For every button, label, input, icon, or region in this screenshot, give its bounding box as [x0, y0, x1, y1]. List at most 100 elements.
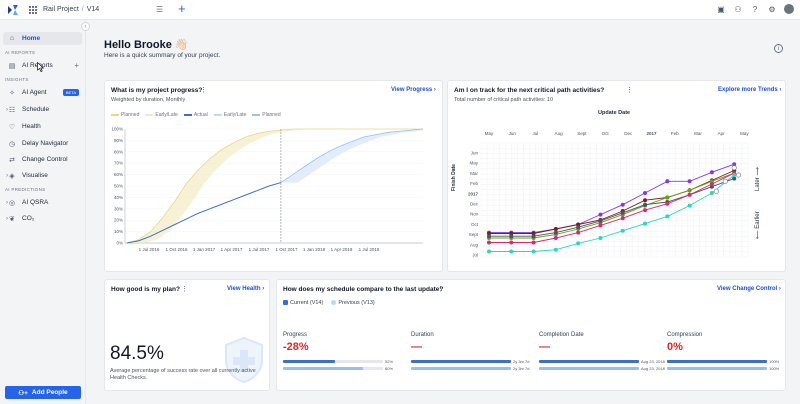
bar-fill — [539, 367, 639, 370]
app-logo-icon[interactable] — [7, 4, 19, 16]
legend-planned[interactable]: Planned — [111, 112, 139, 118]
previous-bar — [539, 367, 639, 370]
critical-y-tick: Aug — [470, 242, 479, 247]
chevron-right-icon[interactable]: › — [6, 106, 8, 113]
critical-point — [709, 191, 714, 195]
critical-point — [620, 210, 625, 215]
planned-early-late-band — [127, 129, 423, 243]
critical-series-line-5 — [489, 174, 735, 252]
legend-early-late[interactable]: Early/Late — [145, 112, 178, 118]
critical-y-tick: Sept — [469, 232, 479, 237]
progress-card-title: What is my project progress? — [111, 87, 203, 94]
home-icon: ⌂ — [9, 35, 15, 42]
section-insights: INSIGHTS — [5, 77, 29, 82]
settings-icon[interactable]: ⚙ — [768, 4, 776, 14]
chevron-right-icon[interactable]: › — [6, 172, 8, 179]
metric-label: Duration — [411, 332, 434, 338]
view-health-link[interactable]: View Health › — [227, 286, 265, 292]
critical-y-tick: 2017 — [468, 191, 479, 196]
critical-path-chart[interactable]: May Jun Jul Aug Sept Oct Dec 2017 Feb Mar Apr May Ju… — [448, 123, 785, 269]
critical-point — [553, 227, 558, 231]
sidebar-item-label: Change Control — [22, 156, 68, 163]
sparkle-icon: ✧ — [9, 89, 15, 97]
critical-point — [553, 236, 558, 240]
earlier-label: ⟵ Earlier — [755, 211, 761, 239]
breadcrumb[interactable]: Rail Project / V14 — [43, 6, 99, 13]
legend-planned-2[interactable]: Planned — [252, 112, 281, 118]
report-icon: ▤ — [8, 62, 16, 70]
critical-y-tick: Dec — [470, 202, 479, 207]
filter-icon[interactable]: ☰ — [156, 5, 164, 14]
progress-y-tick: 90% — [114, 138, 123, 143]
current-bar — [283, 360, 383, 363]
sidebar-item-co2[interactable]: › ❦ CO₂ — [3, 212, 82, 225]
view-change-control-link[interactable]: View Change Control › — [717, 286, 781, 292]
sidebar-item-label: AI QSRA — [22, 199, 49, 206]
project-name[interactable]: Rail Project — [43, 6, 79, 13]
sidebar-item-health[interactable]: ♡ Health — [3, 120, 82, 133]
sidebar-item-label: Delay Navigator — [22, 140, 69, 147]
sidebar-item-home[interactable]: ⌂ Home — [3, 32, 82, 45]
critical-x-tick: Apr — [718, 131, 726, 136]
more-options-icon[interactable]: ⋮ — [626, 87, 633, 94]
chevron-right-icon[interactable]: › — [6, 215, 8, 222]
apps-grid-icon[interactable] — [29, 5, 37, 14]
critical-forecast-marker — [722, 178, 728, 184]
add-people-button[interactable]: ⚇+ Add People — [5, 386, 81, 399]
progress-legend: Planned Early/Late Actual Early/Late Pla… — [111, 112, 281, 118]
progress-y-tick: 60% — [114, 172, 123, 177]
view-change-control-label: View Change Control — [717, 286, 778, 292]
critical-point — [643, 202, 648, 207]
progress-x-tick: 1 Jan 2018 — [303, 247, 326, 252]
sidebar-item-ai-qsra[interactable]: › ◎ AI QSRA — [3, 196, 82, 209]
version-name[interactable]: V14 — [86, 6, 100, 13]
metric-value: — — [411, 341, 422, 353]
bar-fill — [283, 360, 335, 363]
legend-early-late-2[interactable]: Early/Late — [213, 112, 246, 118]
sidebar-item-label: Visualise — [22, 172, 48, 179]
progress-chart[interactable]: 0% 10% 20% 30% 40% 50% 60% 70% 80% 90% 100% 1 Jul 2… — [105, 123, 442, 269]
view-progress-link[interactable]: View Progress › — [391, 87, 436, 93]
bar-value-label: 100% — [769, 359, 780, 364]
sidebar-item-ai-agent[interactable]: ✧ AI Agent BETA — [3, 86, 82, 99]
critical-point — [553, 247, 558, 252]
critical-point — [732, 173, 737, 177]
compare-card-title: How does my schedule compare to the last… — [283, 286, 444, 293]
previous-bar — [283, 367, 383, 370]
collapse-sidebar-icon[interactable]: ‹ — [81, 22, 90, 31]
more-options-icon[interactable]: ⋮ — [437, 286, 444, 293]
critical-card-title: Am I on track for the next critical path… — [454, 87, 605, 94]
critical-point — [665, 214, 670, 219]
add-tab-icon[interactable]: + — [178, 1, 186, 16]
chevron-right-icon[interactable]: › — [6, 199, 8, 206]
visualise-icon: ◈ — [9, 172, 15, 180]
info-icon[interactable]: i — [774, 44, 783, 53]
user-avatar[interactable] — [784, 4, 794, 14]
sidebar-item-change-control[interactable]: ⇄ Change Control — [3, 153, 82, 166]
legend-previous[interactable]: Previous (V13) — [331, 300, 375, 306]
critical-point — [709, 182, 714, 186]
legend-actual[interactable]: Actual — [183, 112, 208, 118]
sidebar-item-delay-navigator[interactable]: ◷ Delay Navigator — [3, 137, 82, 150]
critical-card-subtitle: Total number of critical path activities… — [454, 97, 554, 103]
bar-value-label: Aug 23, 2018 — [641, 366, 665, 371]
sidebar-item-visualise[interactable]: › ◈ Visualise — [3, 169, 82, 182]
progress-x-tick: 1 Jul 2017 — [249, 247, 270, 252]
legend-current[interactable]: Current (V14) — [283, 300, 323, 306]
leaf-icon: ❦ — [9, 215, 15, 223]
page-title: Hello Brooke 👋🏻 — [104, 39, 189, 51]
bar-fill — [667, 360, 767, 363]
more-options-icon[interactable]: ⋮ — [181, 286, 188, 293]
briefcase-icon[interactable]: ▣ — [717, 4, 725, 14]
progress-x-tick: 1 Apr 2018 — [331, 247, 353, 252]
add-report-icon[interactable]: + — [74, 61, 79, 70]
critical-forecast-marker — [731, 165, 737, 171]
explore-trends-link[interactable]: Explore more Trends › — [718, 87, 782, 93]
help-icon[interactable]: ? — [752, 4, 758, 14]
more-options-icon[interactable]: ⋮ — [200, 87, 207, 94]
top-actions: ▣ ⚇ ? ⚙ — [716, 4, 794, 14]
users-settings-icon[interactable]: ⚇ — [734, 4, 742, 14]
sidebar-item-label: CO₂ — [22, 215, 35, 222]
sidebar-item-schedule[interactable]: › ☷ Schedule — [3, 103, 82, 116]
plan-health-description: Average percentage of success rate over … — [110, 368, 256, 381]
